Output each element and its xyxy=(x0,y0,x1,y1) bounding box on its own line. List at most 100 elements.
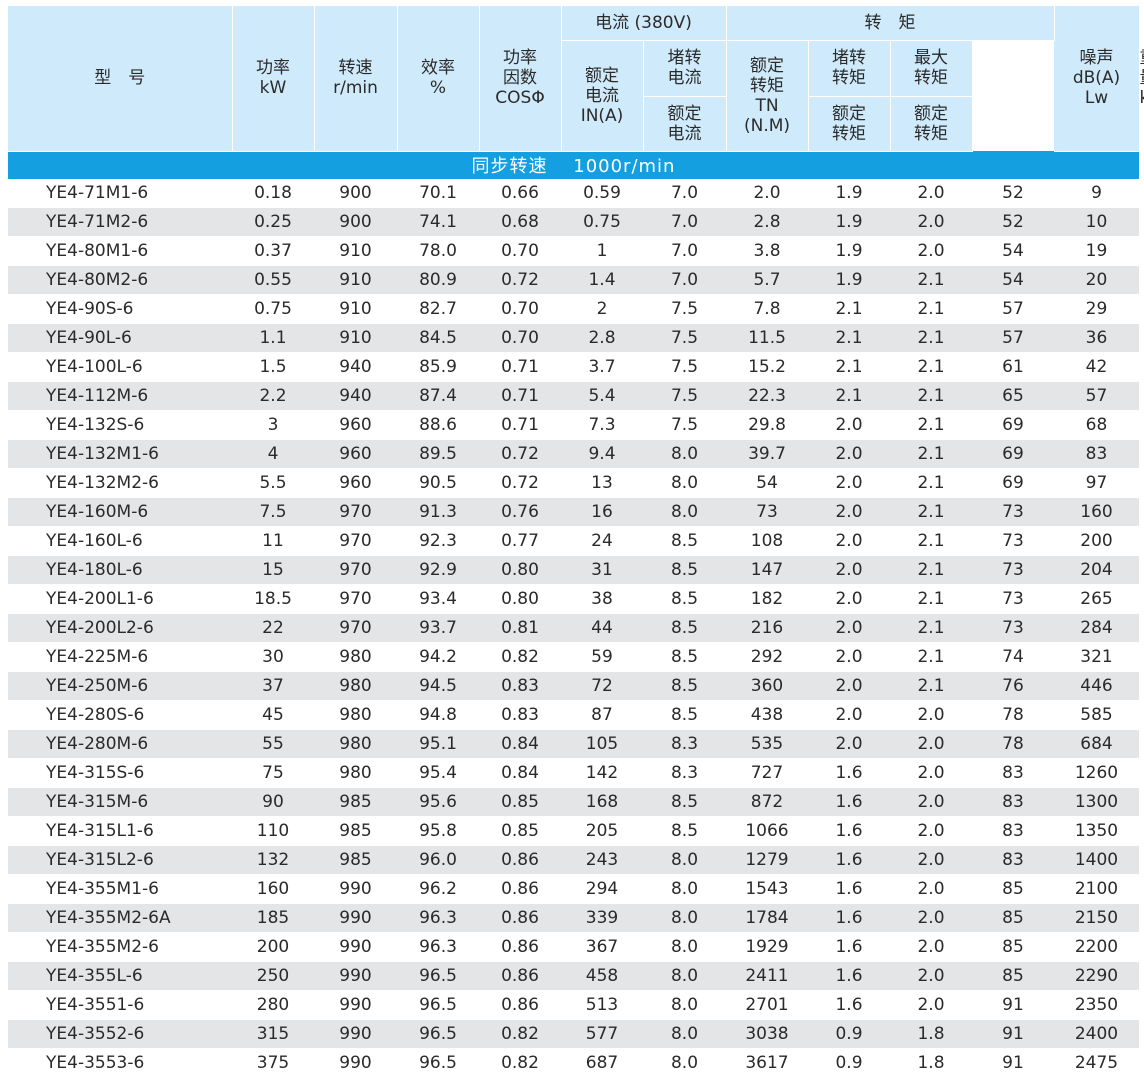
cell-weight: 68 xyxy=(1054,410,1139,440)
cell-weight: 2290 xyxy=(1054,961,1139,991)
cell-speed: 990 xyxy=(314,1019,397,1049)
cell-max-torque-ratio: 2.0 xyxy=(890,758,972,788)
cell-locked-current-ratio: 8.5 xyxy=(643,787,726,817)
header-max-torque-top: 最大 转矩 xyxy=(890,40,973,97)
cell-rated-torque: 182 xyxy=(726,584,808,614)
cell-power-factor: 0.86 xyxy=(479,961,561,991)
cell-max-torque-ratio: 2.0 xyxy=(890,700,972,730)
cell-power-factor: 0.86 xyxy=(479,845,561,875)
cell-noise: 73 xyxy=(972,497,1054,527)
cell-max-torque-ratio: 1.8 xyxy=(890,1019,972,1049)
cell-locked-current-ratio: 8.3 xyxy=(643,729,726,759)
cell-power: 1.1 xyxy=(232,323,314,353)
cell-rated-torque: 29.8 xyxy=(726,410,808,440)
cell-noise: 54 xyxy=(972,265,1054,295)
cell-efficiency: 96.2 xyxy=(397,874,479,904)
header-locked-current-bottom: 额定 电流 xyxy=(643,96,727,152)
cell-model: YE4-71M2-6 xyxy=(8,207,232,237)
cell-rated-torque: 535 xyxy=(726,729,808,759)
cell-rated-current: 5.4 xyxy=(561,381,643,411)
cell-speed: 990 xyxy=(314,932,397,962)
cell-efficiency: 96.3 xyxy=(397,903,479,933)
cell-efficiency: 92.3 xyxy=(397,526,479,556)
cell-locked-torque-ratio: 2.0 xyxy=(808,613,890,643)
cell-weight: 20 xyxy=(1054,265,1139,295)
cell-max-torque-ratio: 2.1 xyxy=(890,381,972,411)
cell-noise: 91 xyxy=(972,1048,1054,1078)
table-row: YE4-160M-6 7.5 970 91.3 0.76 16 8.0 73 2.0 2.1 73 1… xyxy=(8,497,1139,527)
cell-weight: 2350 xyxy=(1054,990,1139,1020)
cell-power-factor: 0.82 xyxy=(479,1019,561,1049)
cell-rated-current: 513 xyxy=(561,990,643,1020)
cell-efficiency: 80.9 xyxy=(397,265,479,295)
cell-locked-torque-ratio: 1.9 xyxy=(808,265,890,295)
cell-rated-torque: 147 xyxy=(726,555,808,585)
speed-band: 同步转速 1000r/min xyxy=(8,151,1139,179)
cell-rated-current: 294 xyxy=(561,874,643,904)
cell-locked-torque-ratio: 2.0 xyxy=(808,555,890,585)
cell-speed: 940 xyxy=(314,352,397,382)
cell-max-torque-ratio: 2.1 xyxy=(890,439,972,469)
cell-power-factor: 0.68 xyxy=(479,207,561,237)
cell-weight: 9 xyxy=(1054,178,1139,208)
cell-noise: 85 xyxy=(972,903,1054,933)
cell-power: 37 xyxy=(232,671,314,701)
header-current-group: 电流 (380V) xyxy=(561,6,727,41)
cell-power-factor: 0.83 xyxy=(479,700,561,730)
table-row: YE4-132M1-6 4 960 89.5 0.72 9.4 8.0 39.7 2.0 2.1 6… xyxy=(8,439,1139,469)
cell-max-torque-ratio: 2.1 xyxy=(890,584,972,614)
cell-speed: 990 xyxy=(314,1048,397,1078)
cell-locked-torque-ratio: 1.6 xyxy=(808,961,890,991)
cell-rated-current: 3.7 xyxy=(561,352,643,382)
header-noise: 噪声 dB(A) Lw xyxy=(1054,6,1140,152)
cell-noise: 83 xyxy=(972,758,1054,788)
cell-weight: 204 xyxy=(1054,555,1139,585)
cell-weight: 1400 xyxy=(1054,845,1139,875)
cell-power: 15 xyxy=(232,555,314,585)
cell-speed: 910 xyxy=(314,236,397,266)
cell-noise: 73 xyxy=(972,526,1054,556)
cell-weight: 42 xyxy=(1054,352,1139,382)
table-row: YE4-355M1-6 160 990 96.2 0.86 294 8.0 1543 1.6 2.… xyxy=(8,874,1139,904)
cell-weight: 36 xyxy=(1054,323,1139,353)
cell-efficiency: 94.2 xyxy=(397,642,479,672)
cell-locked-torque-ratio: 2.0 xyxy=(808,497,890,527)
cell-locked-torque-ratio: 2.0 xyxy=(808,468,890,498)
cell-model: YE4-250M-6 xyxy=(8,671,232,701)
cell-max-torque-ratio: 2.1 xyxy=(890,294,972,324)
cell-max-torque-ratio: 2.1 xyxy=(890,468,972,498)
cell-rated-current: 2 xyxy=(561,294,643,324)
cell-power: 160 xyxy=(232,874,314,904)
cell-noise: 76 xyxy=(972,671,1054,701)
cell-rated-current: 9.4 xyxy=(561,439,643,469)
cell-rated-current: 0.75 xyxy=(561,207,643,237)
cell-weight: 2475 xyxy=(1054,1048,1139,1078)
cell-locked-torque-ratio: 2.0 xyxy=(808,671,890,701)
header-torque-group: 转 矩 xyxy=(726,6,1055,41)
cell-noise: 69 xyxy=(972,410,1054,440)
cell-rated-current: 339 xyxy=(561,903,643,933)
header-rated-torque: 额定 转矩 TN (N.M) xyxy=(726,40,809,152)
cell-model: YE4-280S-6 xyxy=(8,700,232,730)
cell-locked-torque-ratio: 2.0 xyxy=(808,439,890,469)
table-row: YE4-3551-6 280 990 96.5 0.86 513 8.0 2701 1.6 2.0… xyxy=(8,990,1139,1020)
cell-efficiency: 89.5 xyxy=(397,439,479,469)
cell-max-torque-ratio: 1.8 xyxy=(890,1048,972,1078)
cell-noise: 91 xyxy=(972,990,1054,1020)
cell-weight: 284 xyxy=(1054,613,1139,643)
cell-model: YE4-225M-6 xyxy=(8,642,232,672)
cell-power-factor: 0.70 xyxy=(479,236,561,266)
header-power: 功率 kW xyxy=(232,6,315,152)
cell-locked-current-ratio: 8.5 xyxy=(643,671,726,701)
cell-power: 45 xyxy=(232,700,314,730)
cell-noise: 73 xyxy=(972,555,1054,585)
cell-efficiency: 96.5 xyxy=(397,1048,479,1078)
cell-model: YE4-112M-6 xyxy=(8,381,232,411)
cell-locked-torque-ratio: 1.6 xyxy=(808,816,890,846)
cell-efficiency: 84.5 xyxy=(397,323,479,353)
cell-locked-torque-ratio: 2.0 xyxy=(808,729,890,759)
cell-locked-torque-ratio: 1.9 xyxy=(808,207,890,237)
cell-weight: 2200 xyxy=(1054,932,1139,962)
cell-speed: 985 xyxy=(314,787,397,817)
cell-model: YE4-315L2-6 xyxy=(8,845,232,875)
